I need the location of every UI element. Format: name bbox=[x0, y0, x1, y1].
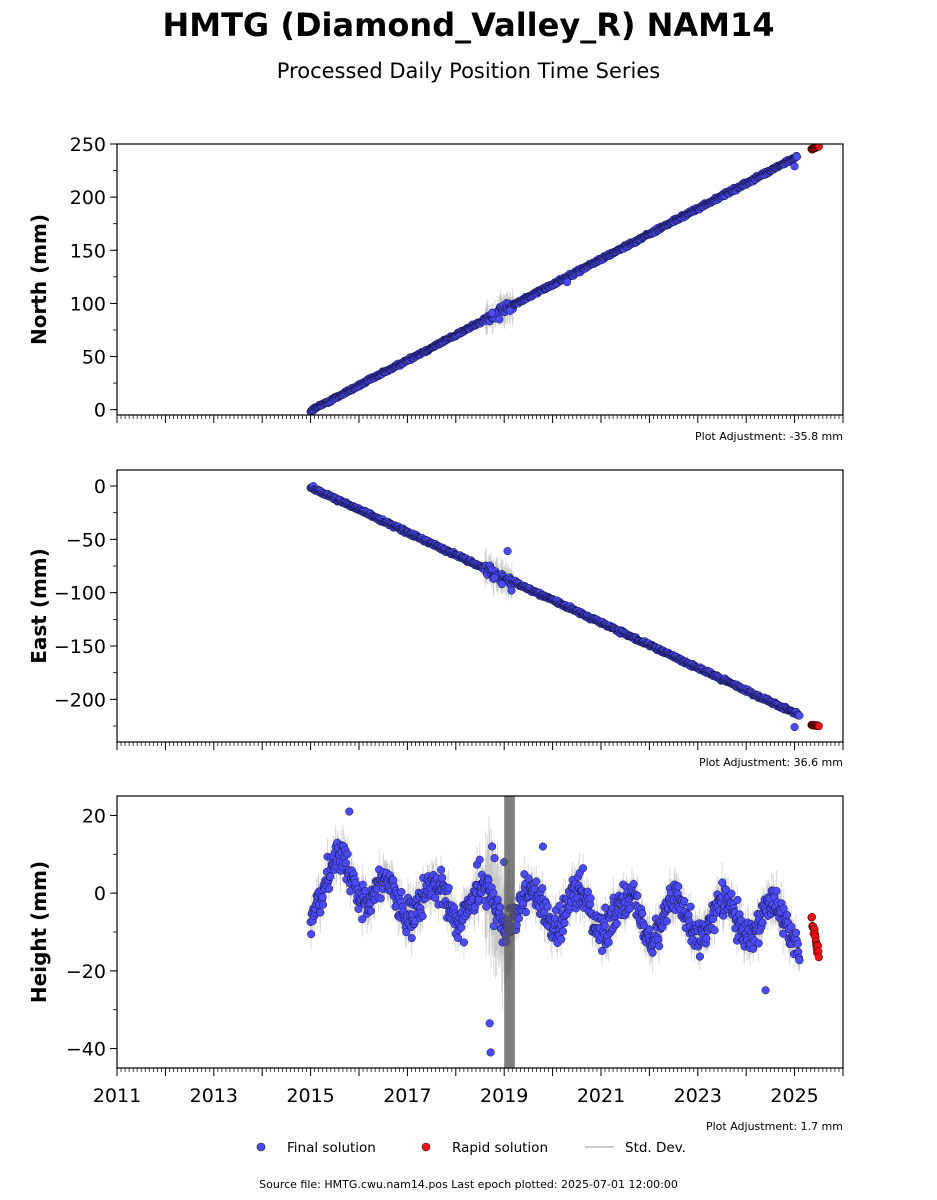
y-tick-label: 250 bbox=[70, 134, 106, 156]
final-point-outlier bbox=[495, 315, 504, 324]
final-point-outlier bbox=[507, 586, 516, 595]
plot-adjustment-note: Plot Adjustment: 36.6 mm bbox=[699, 756, 843, 769]
y-axis: 0 50 100 150 200 250 bbox=[70, 134, 117, 422]
plot-area bbox=[306, 144, 823, 415]
final-solution-points bbox=[306, 807, 804, 1057]
y-tick-label: 0 bbox=[94, 476, 106, 498]
north-panel: 0 50 100 150 200 250 North (mm) Plot Adjustment… bbox=[27, 134, 844, 443]
y-tick-label: 100 bbox=[70, 293, 106, 315]
y-tick-label: 200 bbox=[70, 187, 106, 209]
final-point-outlier bbox=[488, 308, 497, 318]
final-point-outlier bbox=[490, 573, 499, 582]
x-axis bbox=[116, 742, 844, 750]
final-point-outlier bbox=[563, 278, 572, 287]
final-point bbox=[307, 930, 316, 939]
chart-title: HMTG (Diamond_Valley_R) NAM14 bbox=[162, 6, 774, 44]
y-axis-label: North (mm) bbox=[27, 214, 51, 345]
rapid-point bbox=[814, 721, 823, 731]
y-tick-label: −50 bbox=[66, 529, 106, 551]
x-axis bbox=[116, 415, 844, 423]
y-axis-label: East (mm) bbox=[27, 548, 51, 664]
final-point-outlier bbox=[497, 580, 506, 589]
final-point bbox=[795, 711, 804, 720]
y-tick-label: −150 bbox=[54, 636, 106, 658]
rapid-solution-points bbox=[807, 720, 823, 731]
y-tick-label: 50 bbox=[82, 347, 106, 369]
y-tick-label: 150 bbox=[70, 240, 106, 262]
final-point-outlier bbox=[505, 306, 515, 315]
plot-adjustment-note: Plot Adjustment: -35.8 mm bbox=[695, 430, 843, 443]
rapid-point bbox=[814, 144, 823, 151]
final-point-outlier bbox=[790, 723, 799, 732]
axes-frame bbox=[116, 469, 844, 743]
final-solution-points bbox=[306, 151, 802, 415]
y-tick-label: 0 bbox=[94, 400, 106, 422]
plot-area bbox=[306, 482, 823, 732]
final-point-outlier bbox=[503, 547, 512, 556]
final-solution-points bbox=[306, 482, 804, 732]
y-tick-label: −100 bbox=[54, 583, 106, 605]
final-point bbox=[316, 908, 325, 917]
final-point-outlier bbox=[790, 162, 799, 171]
chart-subtitle: Processed Daily Position Time Series bbox=[277, 59, 661, 83]
east-panel: 0 −50 −100 −150 −200 East (mm) Plot Adjustment… bbox=[27, 469, 844, 769]
plot-area bbox=[306, 796, 823, 1068]
rapid-solution-points bbox=[807, 144, 823, 154]
y-tick-label: −200 bbox=[54, 689, 106, 711]
final-point bbox=[792, 152, 802, 161]
y-axis: 0 −50 −100 −150 −200 bbox=[54, 476, 117, 727]
